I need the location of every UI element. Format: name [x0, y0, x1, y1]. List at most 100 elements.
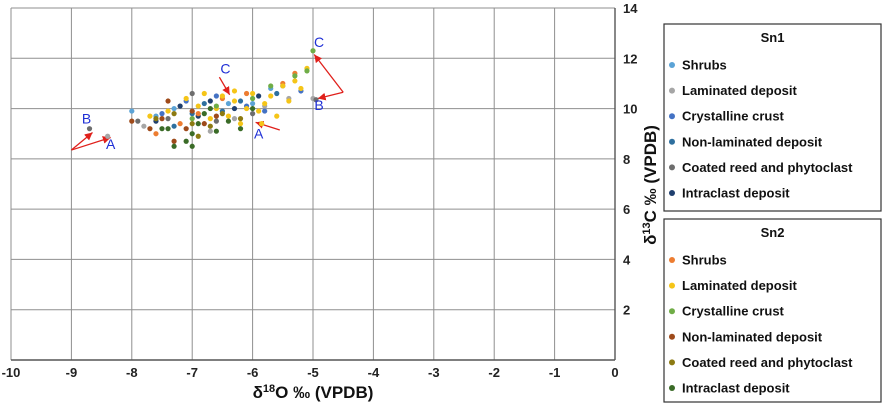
- data-point: [237, 116, 244, 122]
- data-point: [195, 111, 201, 117]
- data-point: [195, 133, 201, 139]
- data-point: [189, 90, 195, 97]
- data-point: [201, 100, 207, 107]
- legend-group: Sn2 Shrubs Laminated deposit Crystalline cr…: [663, 218, 882, 403]
- data-point: [262, 100, 268, 107]
- data-point: [153, 116, 159, 122]
- legend-label: Shrubs: [682, 253, 727, 268]
- data-point: [177, 103, 183, 109]
- legend-group: Sn1 Shrubs Laminated deposit Crystalline cr…: [663, 23, 882, 212]
- y-tick-label: 6: [623, 202, 630, 217]
- data-point: [250, 90, 256, 97]
- data-point: [237, 126, 244, 132]
- y-axis-ticks: 2 4 6 8 10 12 14: [623, 1, 638, 318]
- data-point: [274, 90, 280, 97]
- x-tick-label: -5: [307, 365, 319, 380]
- data-point: [310, 48, 316, 54]
- data-point: [313, 97, 319, 103]
- data-point: [237, 98, 244, 104]
- data-point: [231, 116, 238, 122]
- annotation-label: B: [82, 111, 91, 127]
- data-point: [86, 126, 93, 132]
- data-point: [207, 128, 213, 134]
- data-point: [250, 95, 256, 102]
- y-tick-label: 14: [623, 1, 638, 16]
- legend-label: Laminated deposit: [682, 278, 798, 293]
- data-point: [171, 105, 177, 112]
- data-point: [147, 113, 153, 119]
- legend-label: Coated reed and phytoclast: [682, 355, 853, 370]
- data-point: [262, 108, 268, 114]
- data-point: [135, 118, 141, 124]
- data-point: [243, 105, 250, 112]
- data-point: [177, 121, 183, 127]
- data-point: [189, 143, 195, 149]
- data-point: [105, 133, 111, 139]
- legend-title: Sn2: [761, 225, 785, 240]
- data-point: [129, 118, 135, 124]
- x-tick-label: -2: [488, 365, 500, 380]
- data-point: [213, 113, 219, 119]
- data-point: [250, 105, 256, 112]
- annotation-label: A: [254, 126, 264, 142]
- legend-label: Laminated deposit: [682, 83, 798, 98]
- y-tick-label: 4: [623, 252, 631, 267]
- legend-marker: [669, 359, 675, 366]
- legend-marker: [669, 138, 675, 145]
- data-point: [153, 131, 159, 137]
- x-tick-label: -1: [549, 365, 561, 380]
- data-point: [207, 116, 213, 122]
- data-point: [171, 123, 177, 129]
- legend-marker: [669, 333, 675, 340]
- legend: Sn1 Shrubs Laminated deposit Crystalline cr…: [663, 23, 882, 403]
- data-point: [213, 103, 219, 109]
- legend-label: Shrubs: [682, 58, 727, 73]
- legend-label: Coated reed and phytoclast: [682, 160, 853, 175]
- legend-marker: [669, 282, 675, 289]
- y-tick-label: 12: [623, 51, 637, 66]
- annotation-label: C: [314, 34, 324, 50]
- x-tick-label: -7: [186, 365, 198, 380]
- data-point: [159, 111, 165, 117]
- data-point: [219, 111, 225, 117]
- data-point: [298, 85, 304, 92]
- legend-box: [663, 23, 882, 212]
- annotation-arrow: [70, 131, 93, 151]
- data-point: [250, 100, 256, 107]
- x-tick-label: -8: [126, 365, 138, 380]
- legend-label: Intraclast deposit: [682, 381, 790, 396]
- legend-marker: [669, 113, 675, 120]
- data-point: [195, 103, 201, 109]
- legend-label: Crystalline crust: [682, 304, 785, 319]
- data-point: [159, 116, 165, 122]
- data-point: [189, 116, 195, 122]
- data-point: [231, 88, 238, 94]
- annotation-label: B: [314, 97, 323, 113]
- data-point: [189, 131, 195, 137]
- annotation-label: A: [106, 136, 116, 152]
- legend-marker: [669, 190, 675, 196]
- data-point: [183, 138, 189, 144]
- legend-marker: [669, 257, 675, 263]
- x-tick-label: -10: [2, 365, 21, 380]
- data-point: [259, 121, 265, 127]
- data-point: [225, 113, 232, 119]
- y-tick-label: 2: [623, 303, 630, 318]
- annotation-arrow: [313, 54, 344, 93]
- data-point: [207, 98, 213, 104]
- data-point: [189, 121, 195, 127]
- data-point: [165, 126, 171, 132]
- data-point: [189, 108, 195, 114]
- data-point: [231, 98, 238, 104]
- y-axis-title: δ13C ‰ (VPDB): [641, 125, 660, 245]
- data-point: [256, 108, 262, 114]
- data-points: [86, 48, 319, 149]
- data-point: [141, 123, 147, 129]
- legend-label: Non-laminated deposit: [682, 134, 823, 149]
- data-point: [225, 118, 232, 124]
- data-point: [268, 83, 274, 89]
- data-point: [213, 118, 219, 124]
- legend-marker: [669, 87, 675, 94]
